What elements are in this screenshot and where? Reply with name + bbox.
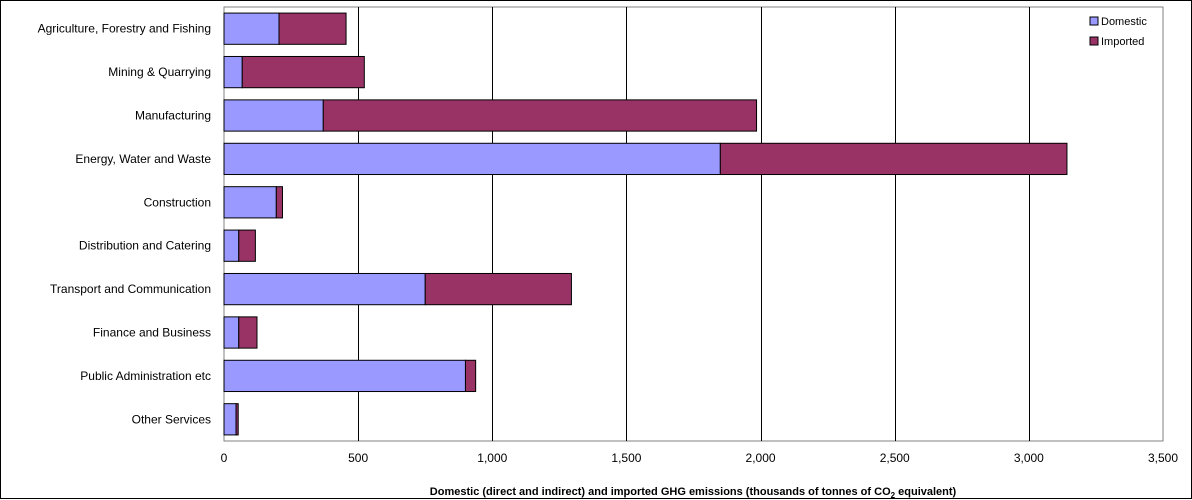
legend-swatch-imported [1089, 36, 1099, 46]
x-tick-label: 2,500 [880, 451, 910, 465]
category-label: Construction [144, 195, 211, 209]
bar-domestic-1 [223, 12, 280, 45]
x-tick-label: 500 [348, 451, 368, 465]
bar-domestic-5 [223, 186, 277, 219]
bar-domestic-4 [223, 142, 721, 176]
bar-imported-8 [238, 316, 258, 349]
category-label: Agriculture, Forestry and Fishing [38, 22, 211, 36]
x-tick-label: 0 [221, 451, 228, 465]
legend-label-imported: Imported [1101, 36, 1144, 48]
category-label: Other Services [132, 412, 211, 426]
bar-imported-7 [424, 272, 572, 306]
bar-imported-2 [241, 55, 365, 89]
category-label: Distribution and Catering [79, 239, 211, 253]
bar-domestic-2 [223, 55, 243, 89]
x-axis-title-subscript: 2 [891, 491, 896, 500]
bar-imported-1 [278, 12, 347, 45]
bar-imported-9 [464, 359, 477, 393]
category-label: Public Administration etc [80, 369, 211, 383]
x-tick-label: 1,000 [477, 451, 507, 465]
category-label: Manufacturing [135, 109, 211, 123]
bar-domestic-6 [223, 229, 240, 262]
x-axis-title: Domestic (direct and indirect) and impor… [430, 486, 957, 500]
category-label: Finance and Business [93, 326, 211, 340]
legend: Domestic Imported [1086, 14, 1159, 60]
bar-domestic-10 [223, 403, 237, 436]
legend-swatch-domestic [1089, 16, 1099, 26]
category-label: Mining & Quarrying [108, 65, 211, 79]
bar-imported-3 [322, 99, 758, 132]
bar-domestic-8 [223, 316, 240, 349]
bar-domestic-7 [223, 272, 426, 306]
x-tick-label: 2,000 [746, 451, 776, 465]
category-label: Transport and Communication [50, 282, 211, 296]
bar-domestic-9 [223, 359, 466, 393]
category-label: Energy, Water and Waste [75, 152, 211, 166]
x-tick-label: 3,000 [1014, 451, 1044, 465]
bar-imported-4 [719, 142, 1068, 176]
bar-domestic-3 [223, 99, 324, 132]
legend-label-domestic: Domestic [1101, 16, 1147, 28]
x-tick-label: 3,500 [1148, 451, 1178, 465]
bar-imported-5 [275, 186, 283, 219]
bar-imported-10 [235, 403, 239, 436]
x-tick-label: 1,500 [611, 451, 641, 465]
bar-imported-6 [238, 229, 256, 262]
